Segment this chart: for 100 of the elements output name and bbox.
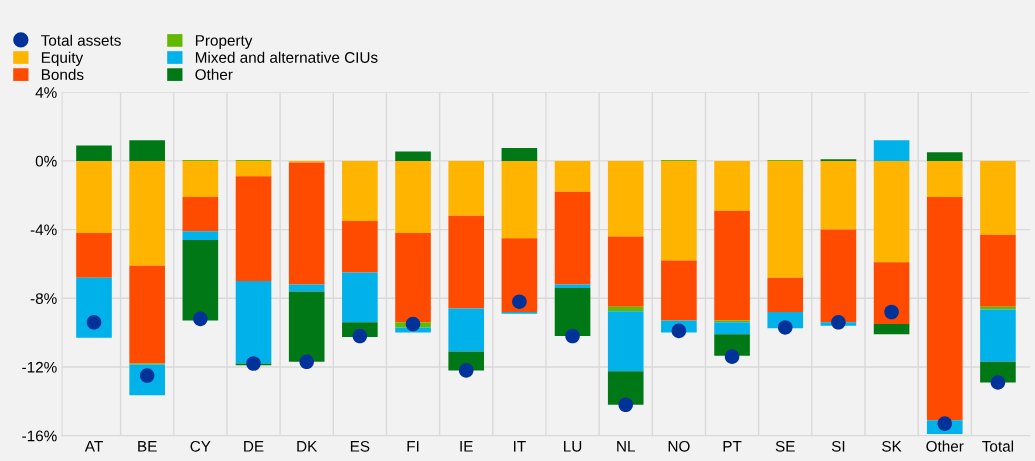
bar	[129, 140, 165, 161]
bar	[395, 151, 431, 161]
bar	[288, 162, 325, 285]
point	[458, 363, 474, 378]
bar	[767, 277, 804, 312]
bar	[129, 160, 165, 266]
bar	[607, 306, 644, 312]
legend-label: Bonds	[41, 68, 84, 81]
x-tick-label: CY	[190, 440, 211, 452]
bar	[873, 262, 910, 325]
bar	[661, 260, 697, 321]
bar	[448, 160, 485, 216]
bar	[448, 215, 485, 309]
bar	[714, 322, 750, 335]
x-tick-label: NO	[668, 440, 690, 452]
point	[246, 356, 261, 371]
bar	[501, 148, 538, 161]
legend-label: Other	[195, 68, 233, 81]
point	[86, 315, 102, 330]
bar	[342, 272, 378, 323]
point	[299, 354, 314, 370]
bar	[714, 210, 750, 321]
y-tick-label: 4%	[35, 87, 57, 98]
x-tick-label: Total	[982, 440, 1014, 452]
bar	[926, 196, 963, 421]
bar	[926, 160, 963, 197]
bar	[342, 220, 378, 273]
y-tick-label: -8%	[30, 293, 57, 304]
bar	[288, 291, 325, 362]
bar	[926, 152, 963, 161]
y-tick-label: 0%	[35, 155, 57, 167]
point	[618, 397, 633, 413]
point	[193, 311, 208, 327]
bar	[607, 236, 644, 307]
bar	[501, 160, 538, 239]
x-tick-label: SK	[882, 440, 902, 452]
legend-label: Mixed and alternative CIUs	[195, 51, 378, 63]
bar	[554, 160, 591, 192]
bar	[182, 196, 219, 232]
point	[831, 315, 846, 330]
bar	[76, 145, 112, 161]
bar	[714, 160, 750, 211]
bar	[501, 238, 538, 312]
point	[671, 323, 687, 339]
x-tick-label: AT	[84, 441, 103, 452]
bar	[76, 277, 112, 338]
legend-label: Property	[195, 35, 253, 49]
bar	[182, 231, 219, 240]
x-tick-label: ES	[350, 440, 370, 452]
bar	[235, 281, 272, 364]
legend-label: Total assets	[41, 34, 121, 46]
bar	[980, 234, 1016, 307]
x-tick-label: NL	[617, 441, 635, 452]
bar	[980, 309, 1016, 362]
bar	[554, 191, 591, 285]
y-tick-label: -12%	[22, 361, 57, 373]
x-tick-label: SI	[831, 440, 845, 452]
point	[724, 349, 740, 364]
bar	[661, 160, 697, 261]
x-tick-label: FI	[407, 441, 419, 452]
bar	[395, 233, 431, 323]
point	[990, 375, 1006, 390]
point	[352, 328, 368, 344]
bar	[554, 287, 591, 337]
bar	[873, 324, 910, 335]
bar	[767, 160, 804, 278]
point	[512, 294, 527, 309]
bar	[714, 334, 750, 356]
y-tick-label: -4%	[30, 224, 57, 236]
x-tick-label: IE	[460, 441, 473, 452]
bar	[873, 140, 910, 161]
bar	[76, 233, 112, 278]
x-tick-label: SE	[775, 440, 795, 452]
bar	[76, 160, 112, 234]
x-tick-label: LU	[564, 441, 582, 452]
x-tick-label: PT	[723, 441, 742, 452]
legend-label: Equity	[41, 51, 84, 66]
point	[937, 416, 953, 431]
x-tick-label: DK	[297, 441, 318, 452]
bar	[182, 160, 219, 197]
point	[884, 304, 899, 320]
bar	[448, 308, 485, 352]
x-tick-label: Other	[926, 440, 964, 452]
bar	[607, 371, 644, 405]
point	[405, 316, 421, 332]
bar	[607, 160, 644, 237]
bar	[235, 176, 272, 282]
x-tick-label: IT	[514, 441, 526, 452]
bar	[820, 229, 857, 323]
bar	[820, 160, 857, 230]
bar	[873, 160, 910, 263]
x-tick-label: BE	[138, 441, 157, 452]
bar	[395, 160, 431, 234]
y-tick-label: -16%	[22, 430, 57, 442]
bar	[607, 311, 644, 372]
point	[565, 328, 580, 344]
bar	[235, 160, 272, 177]
bar	[129, 265, 165, 364]
bar	[182, 239, 219, 321]
x-tick-label: DE	[244, 441, 264, 452]
